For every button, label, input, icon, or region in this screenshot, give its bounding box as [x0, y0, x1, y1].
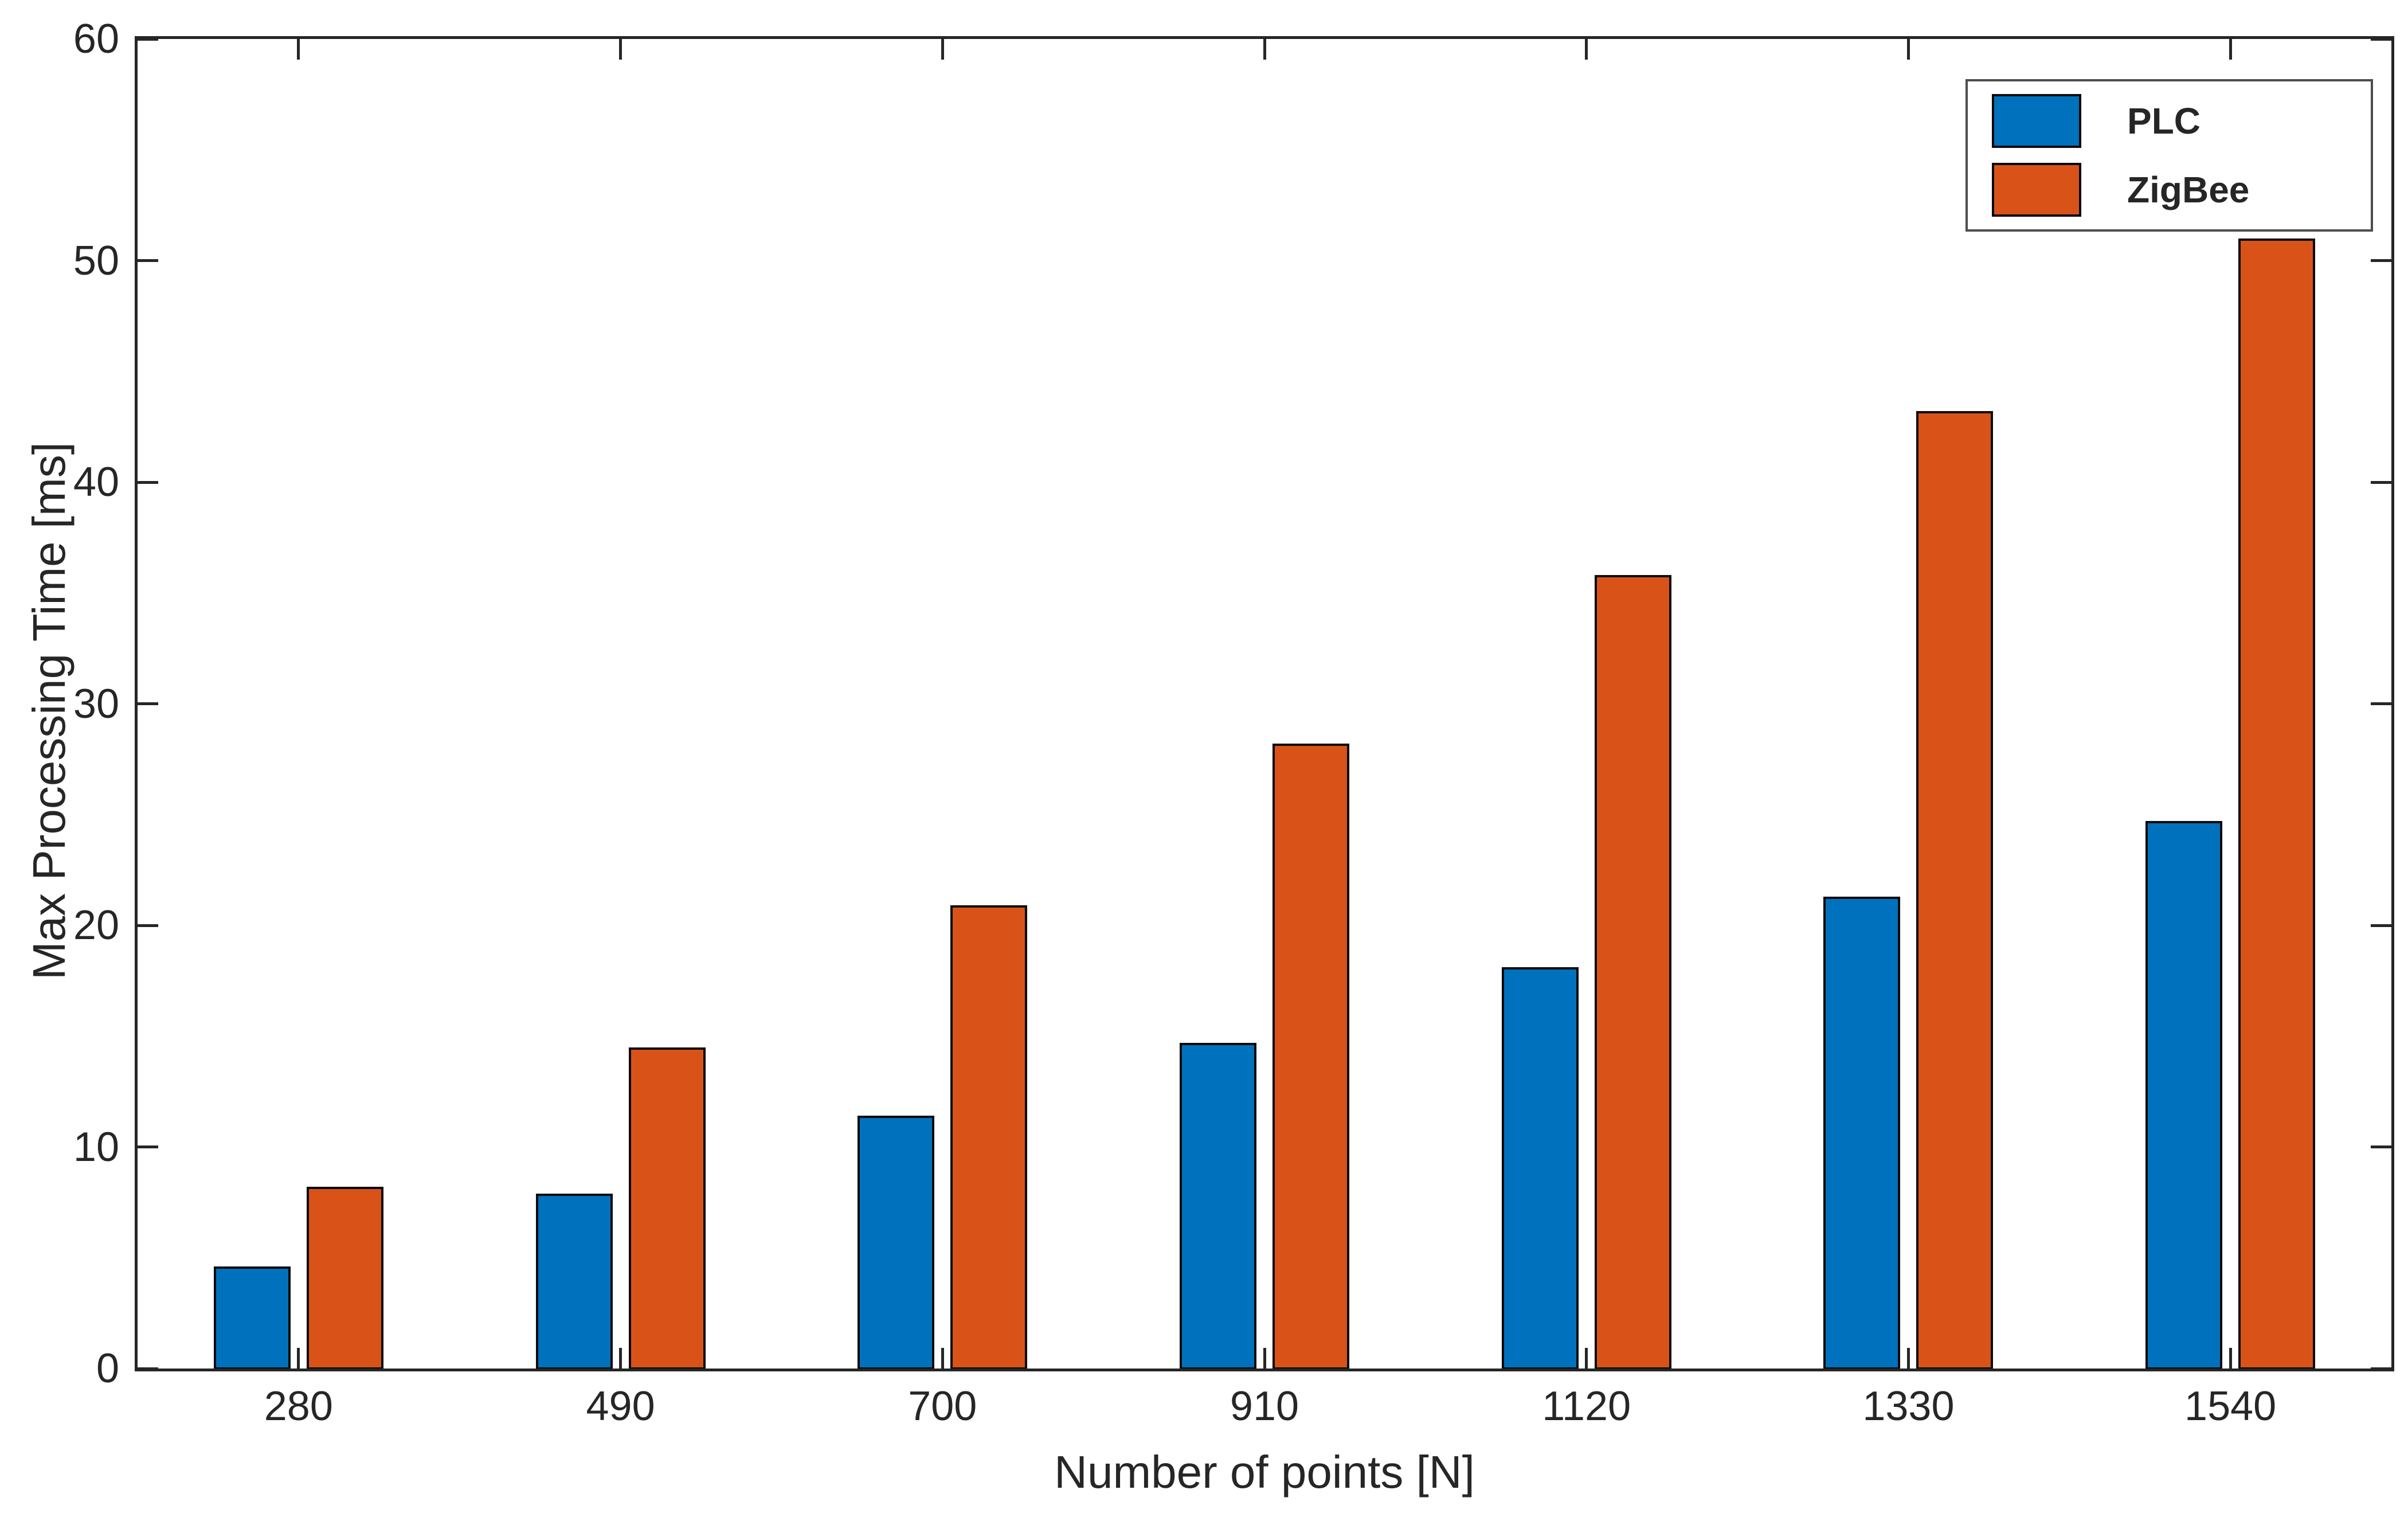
bar-plc-910 — [1180, 1042, 1256, 1370]
bar-zigbee-1330 — [1916, 411, 1994, 1370]
x-tick-bottom-1540 — [2229, 1348, 2232, 1369]
x-tick-top-1330 — [1906, 39, 1910, 60]
x-tick-label-910: 910 — [1230, 1383, 1299, 1429]
x-tick-label-1120: 1120 — [1542, 1383, 1631, 1429]
x-tick-bottom-1120 — [1585, 1348, 1588, 1369]
y-tick-left-10 — [138, 1145, 158, 1148]
y-axis-title: Max Processing Time [ms] — [24, 442, 75, 980]
legend-row-plc: PLC — [1968, 94, 2371, 148]
bar-plc-490 — [535, 1193, 613, 1370]
x-tick-top-700 — [941, 39, 944, 60]
y-tick-right-0 — [2371, 1367, 2391, 1370]
x-tick-bottom-490 — [619, 1348, 622, 1369]
y-tick-label-20: 20 — [73, 902, 119, 948]
x-tick-top-490 — [619, 39, 622, 60]
x-tick-top-910 — [1263, 39, 1266, 60]
x-tick-bottom-1330 — [1906, 1348, 1910, 1369]
x-tick-top-1120 — [1585, 39, 1588, 60]
x-tick-label-1540: 1540 — [2184, 1383, 2277, 1429]
legend-label-plc: PLC — [2127, 100, 2201, 142]
bar-plc-700 — [858, 1116, 935, 1370]
bar-zigbee-1540 — [2238, 238, 2316, 1370]
y-tick-left-0 — [138, 1367, 158, 1370]
legend-label-zigbee: ZigBee — [2127, 169, 2250, 210]
x-tick-label-700: 700 — [908, 1383, 977, 1429]
x-axis-title: Number of points [N] — [1054, 1446, 1475, 1498]
y-tick-label-30: 30 — [73, 681, 119, 727]
x-tick-label-1330: 1330 — [1862, 1383, 1955, 1429]
bar-zigbee-490 — [628, 1047, 706, 1370]
x-tick-top-1540 — [2229, 39, 2232, 60]
y-tick-label-40: 40 — [73, 459, 119, 505]
bar-plc-1330 — [1823, 896, 1901, 1370]
y-tick-left-30 — [138, 702, 158, 705]
y-tick-left-50 — [138, 259, 158, 262]
legend: PLC ZigBee — [1965, 79, 2373, 232]
x-tick-bottom-700 — [941, 1348, 944, 1369]
bar-plc-280 — [213, 1266, 291, 1370]
y-tick-right-30 — [2371, 702, 2391, 705]
plot-area-frame — [135, 36, 2394, 1371]
bar-zigbee-1120 — [1594, 575, 1671, 1370]
legend-swatch-plc — [1992, 94, 2081, 148]
bar-zigbee-910 — [1272, 744, 1349, 1370]
y-tick-label-60: 60 — [73, 16, 119, 62]
y-tick-left-40 — [138, 480, 158, 484]
bar-zigbee-280 — [306, 1187, 383, 1370]
x-tick-label-280: 280 — [264, 1383, 333, 1429]
x-tick-top-280 — [297, 39, 300, 60]
y-tick-right-20 — [2371, 924, 2391, 927]
bar-plc-1120 — [1501, 967, 1579, 1370]
y-tick-left-20 — [138, 924, 158, 927]
y-tick-label-10: 10 — [73, 1124, 119, 1170]
y-tick-label-0: 0 — [96, 1346, 119, 1391]
x-tick-label-490: 490 — [586, 1383, 655, 1429]
y-tick-right-50 — [2371, 259, 2391, 262]
y-tick-label-50: 50 — [73, 237, 119, 284]
bar-plc-1540 — [2145, 821, 2223, 1370]
bar-zigbee-700 — [950, 905, 1028, 1370]
y-tick-right-60 — [2371, 37, 2391, 41]
y-tick-left-60 — [138, 37, 158, 41]
x-tick-bottom-910 — [1263, 1348, 1266, 1369]
legend-row-zigbee: ZigBee — [1968, 163, 2371, 217]
legend-swatch-zigbee — [1992, 163, 2081, 217]
x-tick-bottom-280 — [297, 1348, 300, 1369]
y-tick-right-40 — [2371, 480, 2391, 484]
y-tick-right-10 — [2371, 1145, 2391, 1148]
